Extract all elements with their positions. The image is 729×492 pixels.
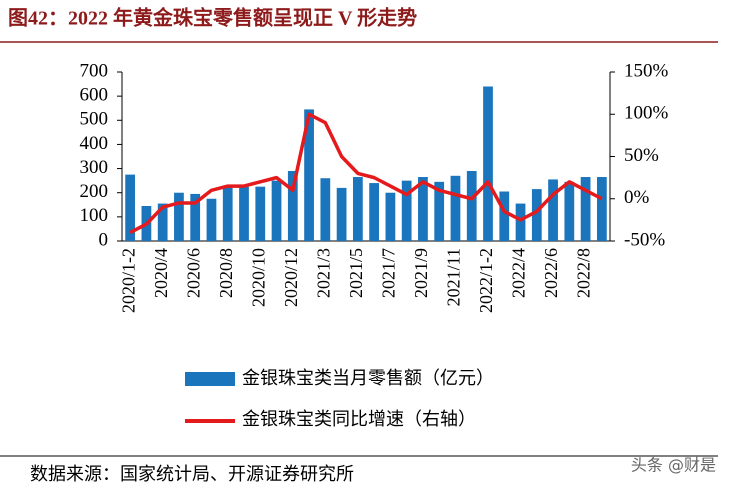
bar [157,203,168,241]
x-tick-label: 2020/4 [151,248,171,298]
bar [483,86,493,241]
y-tick-label: 700 [80,60,109,81]
y2-tick-label: -50% [624,229,665,250]
bar [239,186,249,241]
x-tick-label: 2020/8 [216,248,236,298]
y-tick-label: 0 [99,229,109,250]
x-tick-label: 2022/1-2 [476,248,496,313]
bar [596,177,607,241]
bar [369,183,380,241]
y2-tick-label: 0% [624,187,650,208]
x-tick-label: 2021/9 [411,248,431,298]
bar [385,192,396,241]
y-tick-label: 600 [80,85,109,106]
bar [434,181,445,241]
bar [531,189,542,241]
bar [401,180,412,241]
source: 数据来源：国家统计局、开源证券研究所 [30,464,354,484]
x-tick-label: 2020/12 [281,248,301,307]
x-tick-label: 2020/6 [183,248,203,298]
bar [466,170,477,241]
x-tick-label: 2022/4 [509,248,529,298]
legend-swatch [185,372,235,386]
bar [418,177,428,241]
bar [564,181,575,241]
x-tick-label: 2022/6 [541,248,561,298]
y-tick-label: 100 [80,205,109,226]
bar [515,203,526,241]
y-tick-label: 500 [80,109,109,130]
bar [255,186,266,241]
bar [548,179,558,241]
y2-tick-label: 150% [624,60,669,81]
x-tick-label: 2021/5 [346,248,366,298]
y-tick-label: 200 [80,181,109,202]
y2-tick-label: 50% [624,145,659,166]
x-tick-label: 2021/11 [444,248,464,306]
watermark: 头条 @财是 [631,456,716,475]
legend-label: 金银珠宝类当月零售额（亿元） [242,368,494,388]
bar [580,177,591,241]
bar [222,186,233,241]
x-tick-label: 2020/1-2 [118,248,138,313]
bar [206,198,217,241]
bar [320,178,331,241]
line [129,112,603,235]
x-tick-label: 2020/10 [248,248,268,307]
legend-label: 金银珠宝类同比增速（右轴） [242,409,476,429]
bar [287,170,298,241]
bar [271,180,282,241]
x-tick-label: 2021/3 [313,248,333,298]
bar [190,193,201,241]
chart-title: 图42：2022 年黄金珠宝零售额呈现正 V 形走势 [8,6,417,30]
bar [352,177,363,241]
x-tick-label: 2022/8 [574,248,594,298]
bar [336,187,347,241]
bar [450,175,461,241]
bar [499,191,510,241]
bar [125,174,136,241]
x-tick-label: 2021/7 [379,248,399,298]
y-tick-label: 300 [80,157,109,178]
y-tick-label: 400 [80,133,109,154]
y2-tick-label: 100% [624,103,669,124]
bar [304,109,314,242]
bar [174,192,184,241]
